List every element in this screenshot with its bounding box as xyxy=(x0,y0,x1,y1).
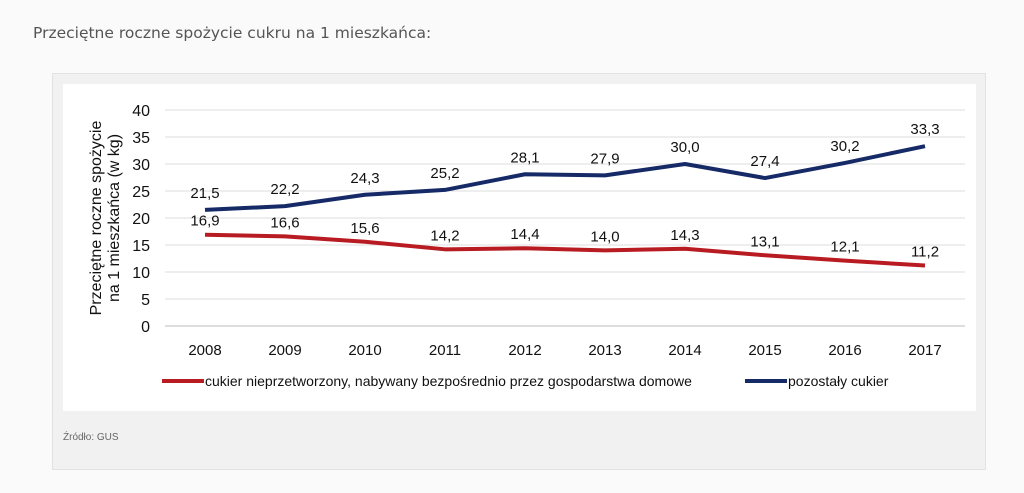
data-label: 30,0 xyxy=(670,139,699,156)
x-tick-label: 2010 xyxy=(348,342,381,359)
data-label: 24,3 xyxy=(350,170,379,187)
data-label: 27,4 xyxy=(750,153,779,170)
x-tick-label: 2015 xyxy=(748,342,781,359)
data-label: 12,1 xyxy=(830,239,859,256)
y-tick-label: 40 xyxy=(132,103,150,120)
y-tick-label: 10 xyxy=(132,265,150,282)
x-tick-label: 2008 xyxy=(188,342,221,359)
y-tick-label: 0 xyxy=(141,319,150,336)
y-tick-label: 25 xyxy=(132,184,150,201)
x-tick-label: 2014 xyxy=(668,342,701,359)
y-tick-label: 30 xyxy=(132,157,150,174)
y-tick-label: 20 xyxy=(132,211,150,228)
data-label: 28,1 xyxy=(510,149,539,166)
x-tick-label: 2017 xyxy=(908,342,941,359)
source-note: Źródło: GUS xyxy=(63,432,119,443)
data-label: 33,3 xyxy=(910,121,939,138)
x-tick-label: 2009 xyxy=(268,342,301,359)
data-label: 16,6 xyxy=(270,214,299,231)
data-label: 14,2 xyxy=(430,227,459,244)
data-label: 25,2 xyxy=(430,165,459,182)
data-label: 22,2 xyxy=(270,181,299,198)
legend-label: cukier nieprzetworzony, nabywany bezpośr… xyxy=(205,373,692,389)
x-tick-label: 2016 xyxy=(828,342,861,359)
data-label: 27,9 xyxy=(590,150,619,167)
data-label: 13,1 xyxy=(750,233,779,250)
data-label: 30,2 xyxy=(830,138,859,155)
page-title: Przeciętne roczne spożycie cukru na 1 mi… xyxy=(33,24,432,42)
data-label: 14,0 xyxy=(590,228,619,245)
data-label: 16,9 xyxy=(190,213,219,230)
data-label: 15,6 xyxy=(350,220,379,237)
y-tick-label: 15 xyxy=(132,238,150,255)
x-tick-label: 2011 xyxy=(429,342,461,359)
x-tick-label: 2013 xyxy=(588,342,621,359)
y-tick-label: 5 xyxy=(141,292,150,309)
series-line-nieprzetworzony xyxy=(204,232,926,268)
y-axis-label: Przeciętne roczne spożyciena 1 mieszkańc… xyxy=(88,121,123,316)
data-label: 14,4 xyxy=(510,226,539,243)
data-label: 11,2 xyxy=(911,244,939,261)
series-line-pozostaly xyxy=(204,144,926,212)
data-label: 14,3 xyxy=(670,227,699,244)
y-tick-label: 35 xyxy=(132,130,150,147)
data-label: 21,5 xyxy=(190,185,219,202)
x-tick-label: 2012 xyxy=(508,342,541,359)
legend-label: pozostały cukier xyxy=(788,373,889,389)
